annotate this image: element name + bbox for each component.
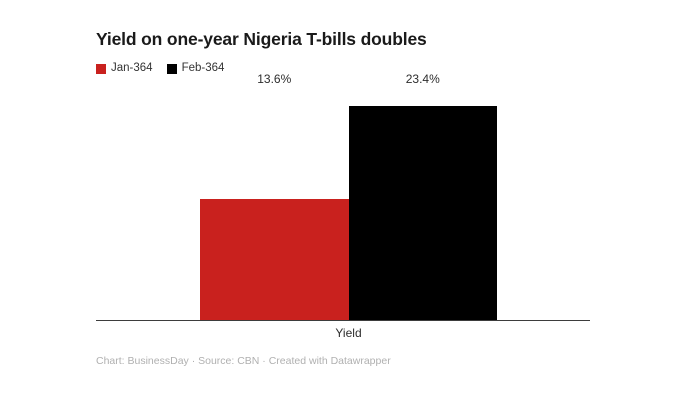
legend-label: Jan-364 xyxy=(111,62,153,75)
bar-rect-jan-364[interactable] xyxy=(200,198,349,320)
legend-label: Feb-364 xyxy=(181,62,225,75)
legend-swatch-icon xyxy=(166,64,177,74)
legend-swatch-icon xyxy=(96,64,106,74)
chart-title: Yield on one-year Nigeria T-bills double… xyxy=(96,29,427,49)
bar-rect-feb-364[interactable] xyxy=(348,106,497,320)
legend-item-jan-364[interactable]: Jan-364 xyxy=(96,63,153,75)
plot-area: 13.6% 23.4% Yield xyxy=(96,73,590,340)
bar-group-yield: 13.6% 23.4% xyxy=(200,73,497,320)
bar-value-label: 13.6% xyxy=(257,72,292,86)
x-axis-category-label: Yield xyxy=(335,326,362,340)
bar-value-label: 23.4% xyxy=(405,72,440,86)
bar-column-feb-364: 23.4% xyxy=(348,73,497,320)
legend-item-feb-364[interactable]: Feb-364 xyxy=(166,62,225,75)
chart-footer-credit: Chart: BusinessDay · Source: CBN · Creat… xyxy=(96,355,391,367)
chart-legend: Jan-364 Feb-364 xyxy=(96,62,224,76)
bar-column-jan-364: 13.6% xyxy=(200,73,349,320)
x-axis-line xyxy=(96,320,590,321)
